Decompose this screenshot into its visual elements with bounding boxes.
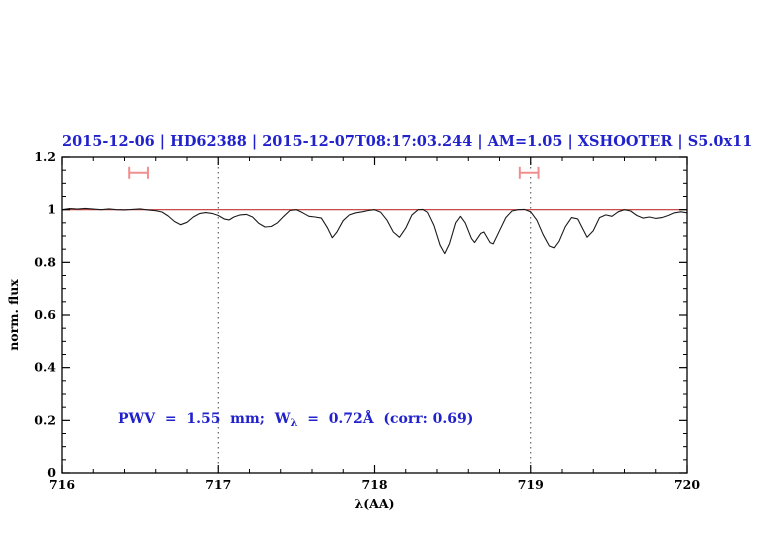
x-axis-title: λ(AA) (355, 496, 395, 511)
y-axis-title: norm. flux (6, 279, 21, 351)
x-tick-label: 719 (518, 477, 544, 492)
y-tick-label: 0.6 (34, 307, 56, 322)
pwv-annotation-subscript: λ (290, 418, 298, 429)
spectrum-line (61, 207, 688, 255)
x-tick-label: 717 (205, 477, 231, 492)
x-tick-label: 718 (361, 477, 387, 492)
x-tick-label: 720 (674, 477, 700, 492)
y-tick-label: 1.2 (34, 149, 56, 164)
pwv-annotation: PWV = 1.55 mm; Wλ = 0.72Å (corr: 0.69) (118, 411, 473, 429)
y-tick-label: 0.2 (34, 412, 56, 427)
plot-title: 2015-12-06 | HD62388 | 2015-12-07T08:17:… (62, 133, 753, 150)
x-tick-label: 716 (49, 477, 75, 492)
y-tick-label: 0 (47, 465, 56, 480)
pwv-annotation-post: = 0.72Å (corr: 0.69) (297, 411, 474, 427)
y-tick-label: 0.8 (34, 254, 56, 269)
y-tick-label: 0.4 (34, 360, 56, 375)
y-tick-label: 1 (47, 202, 56, 217)
pwv-annotation-pre: PWV = 1.55 mm; W (118, 411, 291, 427)
